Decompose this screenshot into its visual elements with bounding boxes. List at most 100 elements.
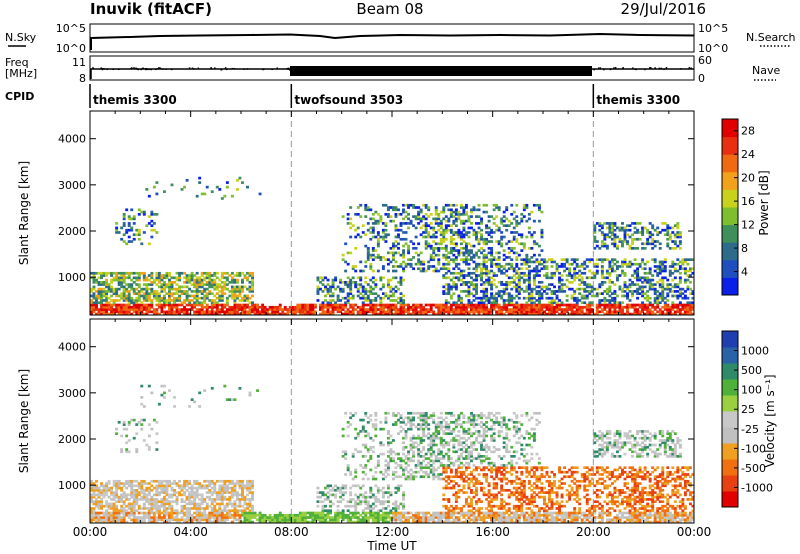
heatmap-cell <box>246 303 249 307</box>
heatmap-cell <box>117 310 121 314</box>
heatmap-cell <box>593 231 597 234</box>
heatmap-cell <box>321 305 325 309</box>
heatmap-cell <box>278 520 282 524</box>
heatmap-cell <box>313 511 317 515</box>
heatmap-cell <box>442 310 446 314</box>
heatmap-cell <box>593 237 597 241</box>
heatmap-cell <box>462 208 466 212</box>
heatmap-cell <box>389 290 393 293</box>
heatmap-cell <box>364 233 368 237</box>
heatmap-cell <box>623 240 627 243</box>
heatmap-cell <box>422 312 426 316</box>
heatmap-cell <box>447 269 451 273</box>
heatmap-cell <box>618 226 622 230</box>
heatmap-cell <box>230 312 234 316</box>
heatmap-cell <box>651 237 655 241</box>
heatmap-cell <box>157 500 161 503</box>
heatmap-cell <box>173 281 176 284</box>
heatmap-cell <box>558 287 562 291</box>
heatmap-cell <box>626 233 629 237</box>
heatmap-cell <box>397 281 400 284</box>
colorbar-swatch <box>722 207 738 226</box>
heatmap-cell <box>195 278 199 282</box>
heatmap-cell <box>532 283 536 286</box>
heatmap-cell <box>117 479 121 483</box>
heatmap-cell <box>205 305 209 309</box>
heatmap-cell <box>444 283 448 286</box>
heatmap-cell <box>190 502 194 506</box>
heatmap-cell <box>301 312 305 316</box>
heatmap-cell <box>643 303 647 307</box>
heatmap-cell <box>135 516 139 519</box>
heatmap-cell <box>354 235 358 239</box>
heatmap-cell <box>643 281 647 284</box>
heatmap-cell <box>220 294 224 298</box>
heatmap-cell <box>147 384 151 388</box>
heatmap-cell <box>288 310 292 314</box>
heatmap-cell <box>462 213 466 216</box>
heatmap-cell <box>540 308 544 311</box>
heatmap-cell <box>243 305 247 309</box>
heatmap-cell <box>160 308 164 311</box>
heatmap-cell <box>530 296 534 300</box>
heatmap-cell <box>678 242 682 246</box>
heatmap-cell <box>384 224 388 227</box>
heatmap-cell <box>228 509 232 513</box>
heatmap-cell <box>626 310 629 314</box>
heatmap-cell <box>220 498 224 501</box>
heatmap-cell <box>374 219 378 223</box>
heatmap-cell <box>190 493 194 497</box>
heatmap-cell <box>389 206 393 209</box>
heatmap-cell <box>613 240 617 243</box>
heatmap-cell <box>248 502 252 506</box>
heatmap-cell <box>155 308 159 311</box>
heatmap-cell <box>636 231 640 234</box>
heatmap-cell <box>147 308 151 311</box>
heatmap-cell <box>100 489 103 492</box>
heatmap-cell <box>467 267 471 271</box>
heatmap-cell <box>671 312 675 316</box>
heatmap-cell <box>238 271 242 275</box>
heatmap-cell <box>152 504 156 508</box>
heatmap-cell <box>369 237 373 241</box>
heatmap-cell <box>651 305 655 309</box>
heatmap-cell <box>553 260 556 264</box>
heatmap-cell <box>392 269 395 273</box>
heatmap-cell <box>610 231 614 234</box>
heatmap-cell <box>308 520 312 524</box>
heatmap-cell <box>228 486 232 490</box>
heatmap-cell <box>137 493 141 497</box>
heatmap-cell <box>127 303 131 307</box>
heatmap-cell <box>600 244 604 248</box>
heatmap-cell <box>102 511 106 515</box>
heatmap-cell <box>155 448 159 451</box>
heatmap-cell <box>210 479 214 483</box>
heatmap-cell <box>452 308 456 311</box>
heatmap-cell <box>145 287 149 291</box>
heatmap-cell <box>105 312 109 316</box>
heatmap-cell <box>472 253 476 257</box>
heatmap-cell <box>515 222 519 225</box>
heatmap-cell <box>449 294 453 298</box>
heatmap-cell <box>92 303 96 307</box>
heatmap-cell <box>444 308 448 311</box>
heatmap-cell <box>175 278 179 282</box>
heatmap-cell <box>369 262 373 266</box>
heatmap-cell <box>316 516 320 519</box>
heatmap-cell <box>324 504 327 508</box>
heatmap-cell <box>580 271 584 275</box>
heatmap-cell <box>321 520 325 524</box>
heatmap-cell <box>213 489 217 492</box>
heatmap-cell <box>459 305 463 309</box>
heatmap-cell <box>183 513 187 517</box>
heatmap-cell <box>502 290 506 293</box>
heatmap-cell <box>308 310 312 314</box>
heatmap-cell <box>615 260 619 264</box>
heatmap-cell <box>480 247 483 250</box>
heatmap-cell <box>676 294 680 298</box>
heatmap-cell <box>160 498 164 501</box>
heatmap-cell <box>173 493 176 497</box>
heatmap-cell <box>568 267 572 271</box>
heatmap-cell <box>193 301 197 305</box>
heatmap-cell <box>142 276 146 280</box>
